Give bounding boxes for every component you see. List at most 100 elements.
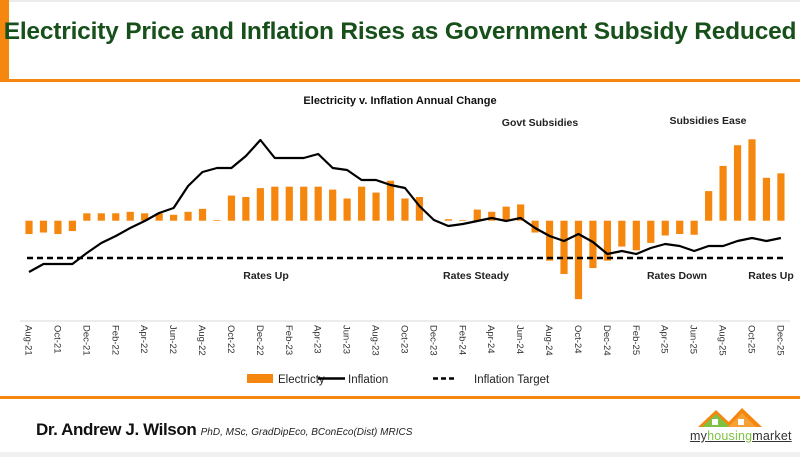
- x-tick-label: Aug-23: [370, 325, 381, 356]
- x-tick-label: Dec-23: [427, 325, 438, 356]
- electricity-bar-Nov-23: [415, 197, 424, 221]
- x-tick-label: Aug-22: [196, 325, 207, 356]
- electricity-bar-Feb-25: [632, 220, 640, 251]
- legend-swatch-electricity: [247, 374, 273, 383]
- electricity-bar-Dec-21: [83, 213, 91, 221]
- legend-label-electricity: Electricty: [278, 374, 325, 386]
- electricity-bar-Feb-24: [459, 219, 467, 221]
- electricity-bar-Mar-22: [126, 211, 134, 221]
- x-tick-label: Dec-24: [601, 325, 612, 356]
- page-title: Electricity Price and Inflation Rises as…: [3, 18, 797, 45]
- electricity-bar-Apr-22: [141, 213, 149, 221]
- annotation-subsidies-ease: Subsidies Ease: [669, 115, 746, 127]
- x-tick-label: Jun-25: [688, 325, 699, 354]
- electricity-bar-Dec-25: [777, 173, 785, 221]
- x-tick-label: Apr-25: [659, 325, 670, 354]
- electricity-bar-Nov-24: [589, 220, 597, 269]
- x-tick-label: Jun-23: [341, 325, 352, 354]
- electricity-bar-Dec-24: [603, 220, 611, 261]
- electricity-bar-Sep-24: [560, 220, 568, 274]
- annotation-rates-steady: Rates Steady: [443, 270, 509, 282]
- inflation-line: [28, 138, 782, 273]
- electricity-bar-Jan-25: [618, 220, 626, 247]
- electricity-bar-Dec-22: [256, 188, 264, 221]
- x-tick-label: Oct-24: [572, 325, 583, 354]
- electricity-bar-Jul-22: [184, 211, 192, 221]
- x-tick-label: Oct-22: [225, 325, 236, 354]
- electricity-bar-Aug-22: [198, 208, 207, 221]
- x-tick-label: Feb-25: [630, 325, 641, 355]
- electricity-bar-Mar-24: [473, 209, 481, 221]
- x-tick-label: Feb-24: [456, 325, 467, 355]
- electricity-bar-Apr-23: [314, 186, 322, 221]
- electricity-bar-Jun-25: [690, 220, 698, 235]
- accent-side-bar: [0, 0, 9, 81]
- electricity-bar-Aug-25: [719, 165, 727, 221]
- top-border: [0, 0, 800, 2]
- annotation-rates-down: Rates Down: [647, 270, 707, 282]
- electricity-bar-Sep-23: [386, 180, 395, 221]
- x-tick-label: Feb-23: [283, 325, 294, 355]
- author-credentials: PhD, MSc, GradDipEco, BConEco(Dist) MRIC…: [200, 427, 413, 438]
- electricity-bar-Oct-21: [54, 220, 62, 235]
- x-tick-label: Dec-22: [254, 325, 265, 356]
- electricity-bar-Mar-23: [300, 186, 308, 221]
- electricity-bar-Nov-25: [762, 177, 771, 221]
- electricity-bar-Aug-23: [372, 192, 380, 221]
- electricity-bar-May-22: [155, 213, 163, 221]
- author-name: Dr. Andrew J. Wilson PhD, MSc, GradDipEc…: [36, 420, 412, 440]
- electricity-bar-Feb-22: [112, 213, 120, 221]
- annotation-rates-up: Rates Up: [748, 270, 794, 282]
- electricity-bar-Mar-25: [647, 220, 655, 243]
- chart-title: Electricity v. Inflation Annual Change: [303, 95, 496, 107]
- electricity-bar-Aug-21: [25, 220, 33, 235]
- electricity-bar-Feb-23: [285, 186, 293, 221]
- electricity-bar-Aug-24: [545, 220, 554, 261]
- x-tick-label: Apr-22: [138, 325, 149, 354]
- x-tick-label: Apr-23: [312, 325, 323, 354]
- electricity-bar-Nov-22: [242, 197, 250, 221]
- accent-divider-top: [0, 79, 800, 82]
- electricity-bar-May-25: [676, 220, 684, 235]
- house-roof-icon: [698, 408, 762, 427]
- electricity-bar-Oct-22: [227, 195, 236, 221]
- x-tick-label: Aug-21: [23, 325, 34, 356]
- x-tick-label: Oct-21: [51, 325, 62, 354]
- electricity-bar-Apr-24: [488, 211, 496, 221]
- electricity-bar-Oct-24: [574, 220, 583, 300]
- electricity-bar-Sep-22: [213, 219, 221, 221]
- x-tick-label: Dec-25: [774, 325, 785, 356]
- electricity-bar-Jan-22: [97, 213, 105, 221]
- myhousingmarket-logo: myhousingmarket: [690, 403, 791, 445]
- accent-divider-bottom: [0, 396, 800, 399]
- x-tick-label: Aug-25: [717, 325, 728, 356]
- x-tick-label: Oct-23: [398, 325, 409, 354]
- x-tick-label: Jun-22: [167, 325, 178, 354]
- electricity-bar-Apr-25: [661, 220, 669, 236]
- electricity-bar-May-24: [502, 206, 510, 221]
- chart: Electricity v. Inflation Annual Change G…: [20, 95, 794, 386]
- legend-label-inflation-target: Inflation Target: [474, 374, 550, 386]
- x-tick-label: Aug-24: [543, 325, 554, 356]
- legend-label-inflation: Inflation: [348, 374, 388, 386]
- annotation-rates-up: Rates Up: [243, 270, 289, 282]
- x-tick-label: Jun-24: [514, 325, 525, 354]
- electricity-bar-Jan-23: [271, 186, 279, 221]
- electricity-bar-Jul-24: [531, 220, 539, 233]
- electricity-bar-Jul-23: [357, 186, 366, 221]
- logo-wordmark: myhousingmarket: [690, 429, 792, 443]
- author-name-text: Dr. Andrew J. Wilson: [36, 420, 197, 439]
- x-tick-label: Oct-25: [746, 325, 757, 354]
- electricity-bar-Jan-24: [444, 219, 452, 221]
- electricity-bar-Jun-23: [343, 198, 351, 221]
- electricity-bar-Jun-22: [170, 214, 178, 221]
- electricity-bar-Oct-23: [401, 198, 409, 221]
- electricity-bar-May-23: [329, 189, 337, 221]
- electricity-bar-Sep-25: [733, 145, 742, 221]
- x-tick-label: Feb-22: [109, 325, 120, 355]
- bottom-border: [0, 452, 800, 457]
- electricity-bar-Jul-25: [705, 191, 713, 221]
- electricity-bar-Sep-21: [39, 220, 48, 233]
- x-tick-label: Dec-21: [80, 325, 91, 356]
- electricity-bar-Nov-21: [68, 220, 76, 232]
